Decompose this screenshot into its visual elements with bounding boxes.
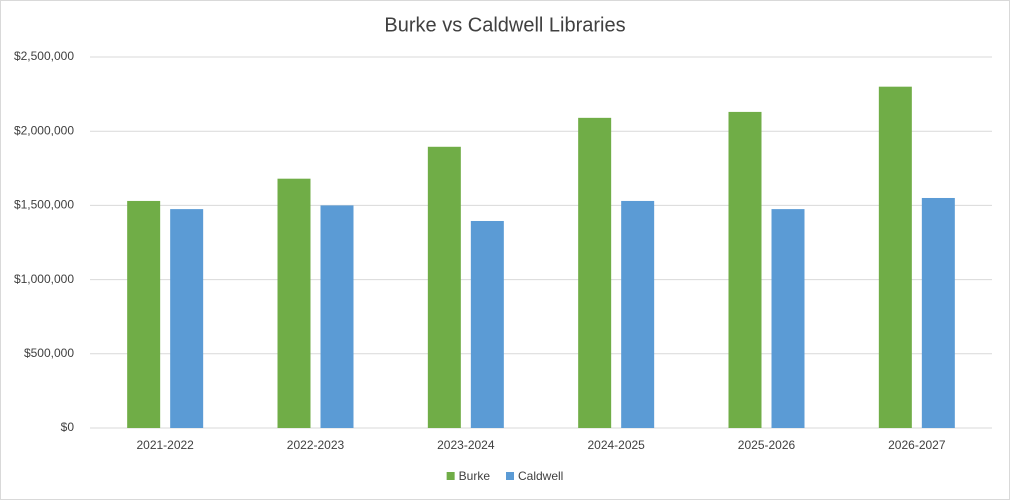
- y-tick-label: $1,000,000: [14, 272, 74, 286]
- x-tick-label: 2022-2023: [287, 438, 345, 452]
- x-tick-label: 2023-2024: [437, 438, 495, 452]
- bar: [127, 200, 161, 428]
- legend-label: Burke: [459, 469, 491, 483]
- x-tick-label: 2021-2022: [136, 438, 194, 452]
- x-tick-label: 2024-2025: [587, 438, 645, 452]
- y-tick-label: $1,500,000: [14, 198, 74, 212]
- bar: [771, 209, 805, 428]
- bar: [470, 220, 504, 428]
- y-tick-label: $0: [61, 420, 75, 434]
- bar: [621, 200, 655, 428]
- y-tick-label: $2,000,000: [14, 123, 74, 137]
- y-tick-label: $500,000: [24, 346, 74, 360]
- x-tick-label: 2026-2027: [888, 438, 946, 452]
- bar: [921, 197, 955, 428]
- y-tick-label: $2,500,000: [14, 49, 74, 63]
- bar: [170, 209, 204, 428]
- x-tick-label: 2025-2026: [738, 438, 796, 452]
- legend-swatch: [446, 472, 455, 480]
- bar: [578, 117, 612, 429]
- bar: [320, 205, 354, 428]
- chart-title: Burke vs Caldwell Libraries: [384, 14, 625, 36]
- legend-swatch: [506, 472, 514, 480]
- bar: [728, 111, 762, 429]
- bar: [427, 146, 461, 429]
- bar: [878, 86, 912, 429]
- bar: [277, 178, 311, 428]
- legend-label: Caldwell: [518, 469, 563, 483]
